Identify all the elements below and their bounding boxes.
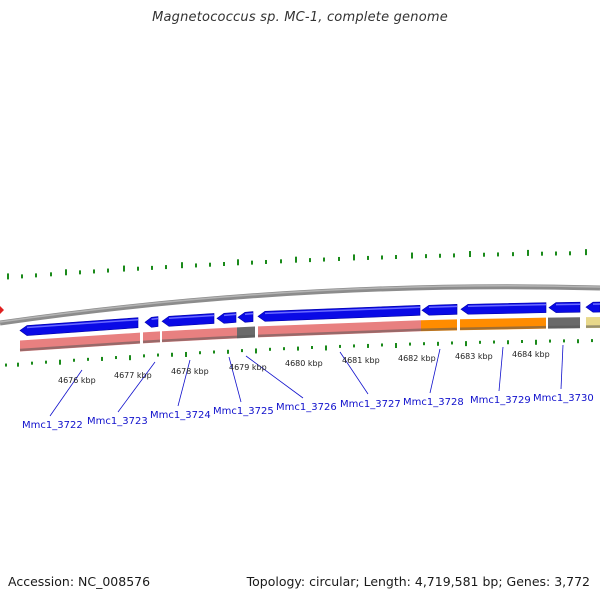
topology-stats-label: Topology: circular; Length: 4,719,581 bp…: [246, 574, 590, 589]
label-leader: [117, 361, 156, 413]
cog-segment-shadow: [19, 340, 141, 352]
gene-label[interactable]: Mmc1_3724: [150, 410, 211, 421]
gene-label[interactable]: Mmc1_3730: [533, 393, 594, 404]
gene-label[interactable]: Mmc1_3723: [87, 416, 148, 427]
backbone-arc: [0, 284, 600, 326]
kbp-label: 4676 kbp: [58, 376, 96, 385]
gene-label[interactable]: Mmc1_3722: [22, 420, 83, 431]
gene-arrow-shine: [264, 306, 421, 315]
kbp-label: 4681 kbp: [342, 356, 380, 365]
kbp-label: 4677 kbp: [114, 371, 152, 380]
gene-arrows: [19, 301, 600, 336]
label-leader: [429, 348, 441, 394]
label-leader: [339, 351, 369, 395]
gene-label[interactable]: Mmc1_3728: [403, 397, 464, 408]
label-leaders: [49, 344, 564, 417]
kbp-label: 4684 kbp: [512, 350, 550, 359]
gene-label[interactable]: Mmc1_3726: [276, 402, 337, 413]
accession-label: Accession: NC_008576: [8, 574, 151, 589]
red-marker: [0, 306, 4, 314]
kbp-label: 4683 kbp: [455, 352, 493, 361]
gene-label[interactable]: Mmc1_3727: [340, 399, 401, 410]
gene-arrow-shine: [223, 313, 237, 317]
kbp-label: 4682 kbp: [398, 354, 436, 363]
gene-arrow-shine: [168, 314, 215, 320]
gene-label[interactable]: Mmc1_3729: [470, 395, 531, 406]
label-leader: [560, 344, 564, 390]
label-leader: [177, 359, 191, 407]
kbp-label: 4678 kbp: [171, 367, 209, 376]
label-leader: [49, 369, 83, 417]
gene-arrow-shine: [26, 318, 139, 329]
cog-segment-shadow: [420, 327, 458, 332]
label-leader: [498, 346, 504, 392]
kbp-label: 4679 kbp: [229, 363, 267, 372]
gene-arrow-shine: [467, 303, 547, 307]
kbp-labels: 4676 kbp 4677 kbp 4678 kbp 4679 kbp 4680 kbp…: [58, 350, 550, 385]
cog-segment-shadow: [215, 335, 238, 340]
cog-segment-shadow: [459, 325, 547, 331]
genome-title: Magnetococcus sp. MC-1, complete genome: [152, 10, 448, 25]
cog-bars: [19, 317, 600, 352]
cog-segment-shadow: [257, 328, 422, 338]
gc-content-ticks: [5, 339, 593, 367]
gene-arrow-shine: [244, 312, 254, 316]
backbone-arc-highlight: [0, 284, 600, 323]
gene-arrow-shine: [428, 305, 458, 309]
label-leader: [228, 356, 242, 403]
gene-label[interactable]: Mmc1_3725: [213, 406, 274, 417]
gene-arrow-shine: [151, 317, 159, 321]
label-leader: [245, 355, 304, 399]
kbp-label: 4680 kbp: [285, 359, 323, 368]
cog-segment-shadow: [236, 334, 256, 339]
gc-skew-ticks: [7, 249, 587, 280]
cog-segment-shadow: [142, 339, 161, 344]
cog-segment-shadow: [161, 336, 217, 343]
